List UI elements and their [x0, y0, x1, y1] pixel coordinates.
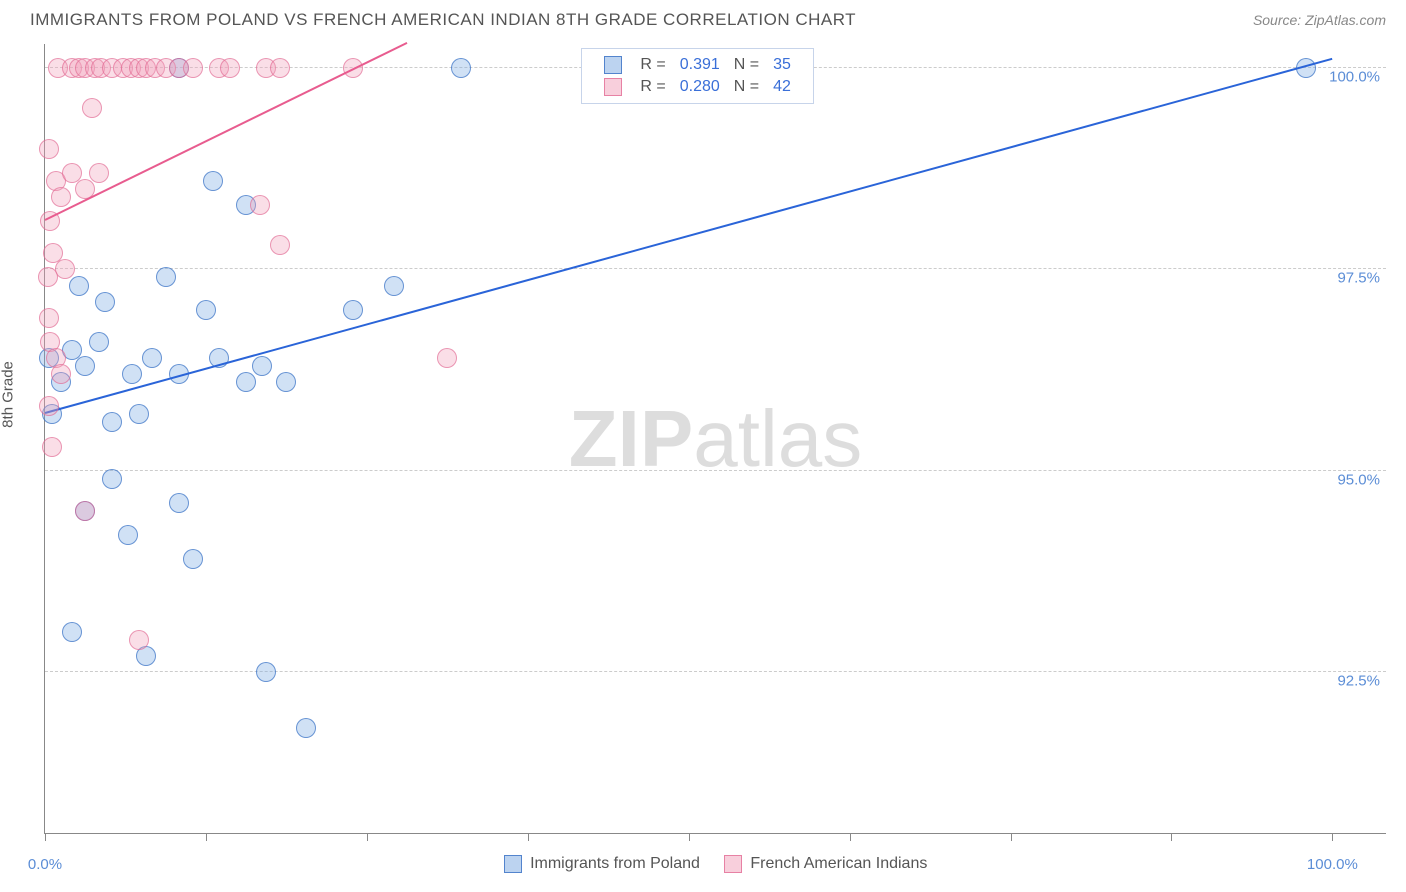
legend-n-value: 35 [767, 55, 797, 75]
data-point [51, 187, 71, 207]
legend-swatch-icon [604, 56, 622, 74]
source-label: Source: ZipAtlas.com [1253, 12, 1386, 28]
legend-n-label: N = [728, 55, 765, 75]
trendline [45, 58, 1333, 414]
xtick [689, 833, 690, 841]
data-point [183, 549, 203, 569]
ytick-label: 97.5% [1337, 270, 1380, 287]
data-point [236, 372, 256, 392]
legend-row: R =0.280N =42 [598, 77, 797, 97]
xtick [367, 833, 368, 841]
bottom-legend: Immigrants from Poland French American I… [45, 855, 1386, 873]
ytick-label: 100.0% [1329, 69, 1380, 86]
data-point [82, 98, 102, 118]
data-point [122, 364, 142, 384]
legend-label: French American Indians [750, 855, 927, 872]
gridline [45, 268, 1386, 269]
xtick-label: 100.0% [1307, 856, 1358, 873]
data-point [129, 630, 149, 650]
data-point [256, 662, 276, 682]
data-point [42, 437, 62, 457]
data-point [451, 58, 471, 78]
legend-label: Immigrants from Poland [530, 855, 700, 872]
ytick-label: 95.0% [1337, 471, 1380, 488]
data-point [38, 267, 58, 287]
data-point [437, 348, 457, 368]
data-point [276, 372, 296, 392]
data-point [39, 396, 59, 416]
xtick-label: 0.0% [28, 856, 62, 873]
data-point [169, 493, 189, 513]
data-point [270, 58, 290, 78]
data-point [51, 364, 71, 384]
legend-box: R =0.391N =35R =0.280N =42 [581, 48, 814, 104]
legend-swatch-icon [724, 855, 742, 873]
data-point [183, 58, 203, 78]
xtick [206, 833, 207, 841]
legend-row: R =0.391N =35 [598, 55, 797, 75]
data-point [270, 235, 290, 255]
legend-r-value: 0.280 [674, 77, 726, 97]
data-point [343, 300, 363, 320]
bottom-legend-item: French American Indians [724, 855, 927, 872]
xtick [1171, 833, 1172, 841]
data-point [89, 332, 109, 352]
legend-n-label: N = [728, 77, 765, 97]
data-point [39, 139, 59, 159]
legend-swatch-icon [604, 78, 622, 96]
data-point [89, 163, 109, 183]
data-point [75, 501, 95, 521]
legend-r-label: R = [634, 55, 671, 75]
legend-swatch-icon [504, 855, 522, 873]
legend-r-label: R = [634, 77, 671, 97]
scatter-chart: ZIPatlas Immigrants from Poland French A… [44, 44, 1386, 834]
gridline [45, 470, 1386, 471]
data-point [102, 412, 122, 432]
data-point [250, 195, 270, 215]
data-point [156, 267, 176, 287]
xtick [1332, 833, 1333, 841]
data-point [384, 276, 404, 296]
data-point [102, 469, 122, 489]
chart-header: IMMIGRANTS FROM POLAND VS FRENCH AMERICA… [0, 0, 1406, 40]
legend-n-value: 42 [767, 77, 797, 97]
gridline [45, 671, 1386, 672]
legend-r-value: 0.391 [674, 55, 726, 75]
yaxis-label: 8th Grade [0, 361, 17, 428]
data-point [69, 276, 89, 296]
data-point [220, 58, 240, 78]
data-point [296, 718, 316, 738]
data-point [252, 356, 272, 376]
bottom-legend-item: Immigrants from Poland [504, 855, 700, 872]
data-point [75, 356, 95, 376]
data-point [196, 300, 216, 320]
data-point [129, 404, 149, 424]
data-point [62, 622, 82, 642]
ytick-label: 92.5% [1337, 672, 1380, 689]
xtick [528, 833, 529, 841]
data-point [55, 259, 75, 279]
chart-title: IMMIGRANTS FROM POLAND VS FRENCH AMERICA… [30, 10, 856, 30]
data-point [118, 525, 138, 545]
data-point [142, 348, 162, 368]
xtick [45, 833, 46, 841]
xtick [1011, 833, 1012, 841]
xtick [850, 833, 851, 841]
data-point [39, 308, 59, 328]
data-point [95, 292, 115, 312]
data-point [203, 171, 223, 191]
